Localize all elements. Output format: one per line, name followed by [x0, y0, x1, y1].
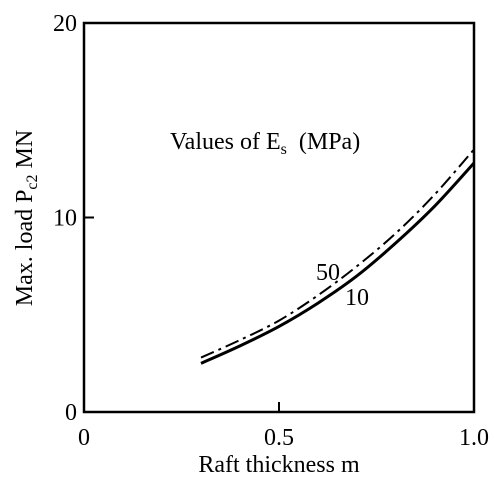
- x-axis-label: Raft thickness m: [198, 452, 360, 478]
- series-line-50: [200, 148, 475, 359]
- legend-title-unit: (MPa): [287, 129, 360, 155]
- y-tick-label: 0: [65, 400, 77, 426]
- y-axis-label-subscript: c2: [24, 174, 41, 189]
- plot-frame: [82, 21, 476, 414]
- legend-title-main: Values of E: [170, 129, 281, 155]
- x-tick-label: 1.0: [459, 425, 489, 451]
- legend-title-subscript: s: [281, 141, 287, 158]
- legend-title: Values of Es (MPa): [170, 129, 360, 158]
- y-axis-label: Max. load Pc2 MN: [12, 130, 41, 306]
- y-axis-label-main: Max. load P: [12, 190, 38, 307]
- series-label-50: 50: [316, 260, 340, 286]
- y-axis-label-unit: MN: [12, 130, 38, 175]
- y-tick-label: 10: [53, 206, 77, 232]
- series-lines: [200, 148, 476, 365]
- axis-ticks: 0 0.5 1.0 0 10 20: [53, 11, 489, 451]
- series-label-10: 10: [345, 285, 369, 311]
- series-line-10: [200, 162, 476, 365]
- y-tick-label: 20: [53, 11, 77, 37]
- x-tick-label: 0.5: [264, 425, 294, 451]
- x-tick-label: 0: [78, 425, 90, 451]
